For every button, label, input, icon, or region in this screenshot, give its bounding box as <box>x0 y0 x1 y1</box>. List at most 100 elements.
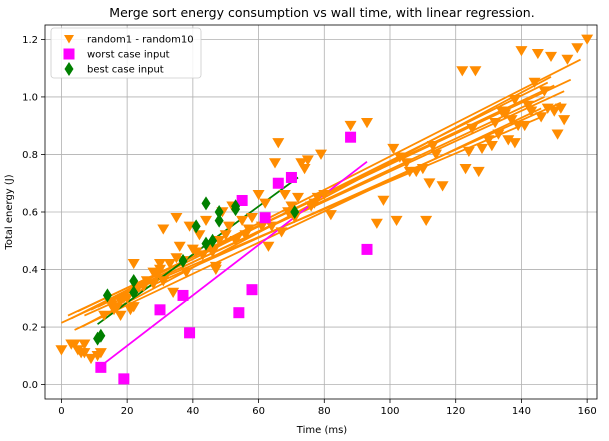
random-point <box>127 258 140 270</box>
random-point <box>538 86 551 97</box>
random-point <box>229 235 242 247</box>
random-point <box>262 241 275 252</box>
best-case-point <box>231 202 241 217</box>
x-tick-label: 120 <box>446 406 465 417</box>
random-point <box>525 106 538 117</box>
random-point <box>295 158 308 169</box>
random-point <box>275 227 288 238</box>
random-point <box>301 155 314 166</box>
random-point <box>515 46 528 57</box>
random-point <box>469 66 482 77</box>
random-point <box>492 129 505 140</box>
random-point <box>209 264 222 275</box>
y-tick-label: 1.2 <box>22 35 38 46</box>
random-point <box>163 258 176 270</box>
random-point <box>213 235 226 247</box>
random-point <box>190 247 203 258</box>
random-point <box>505 115 518 126</box>
random-point <box>508 138 521 149</box>
x-tick-label: 140 <box>512 406 531 417</box>
random-point <box>121 293 134 304</box>
random-point <box>571 43 584 54</box>
y-axis-label: Total energy (J) <box>4 174 15 250</box>
random-point <box>462 146 475 157</box>
worst-case-point <box>118 373 130 385</box>
x-tick-label: 20 <box>121 406 134 417</box>
random-point <box>370 218 383 229</box>
worst-case-point <box>272 177 284 189</box>
legend: random1 - random10 worst case input best c… <box>50 27 202 79</box>
random-point <box>311 192 324 204</box>
best-case-point <box>201 196 211 211</box>
worst-case-point <box>95 361 107 373</box>
random-point <box>508 95 521 106</box>
legend-box <box>50 27 202 79</box>
x-tick-label: 40 <box>186 406 199 417</box>
random-point <box>436 181 449 192</box>
random-point <box>482 135 495 146</box>
random-point <box>522 100 534 111</box>
random-point <box>361 118 373 129</box>
random-point <box>518 120 531 132</box>
random-point <box>531 48 544 60</box>
random-point <box>170 253 183 264</box>
legend-label: best case input <box>87 65 164 76</box>
y-tick-label: 0.4 <box>22 265 38 276</box>
y-tick-label: 0.0 <box>22 380 38 391</box>
best-case-point <box>129 274 139 289</box>
random-point <box>167 287 180 298</box>
random-point <box>554 103 567 114</box>
worst-case-point <box>177 289 189 301</box>
random-point <box>78 339 91 350</box>
random-point <box>154 264 166 275</box>
random-point <box>272 138 285 149</box>
random-point <box>489 118 502 129</box>
random-point <box>223 221 235 232</box>
random-point <box>545 51 557 63</box>
random-point <box>558 115 571 126</box>
best-case-point <box>201 236 211 251</box>
random-point <box>157 224 170 235</box>
random-point <box>535 112 548 123</box>
worst-case-point <box>236 194 248 206</box>
random-point <box>548 106 561 117</box>
y-tick-label: 0.6 <box>22 208 38 219</box>
worst-case-point <box>345 131 357 143</box>
random-point <box>78 348 91 359</box>
random-point <box>466 123 479 134</box>
legend-marker <box>64 62 74 76</box>
random-point <box>502 135 515 146</box>
random-point <box>127 302 140 313</box>
random-point <box>252 189 265 201</box>
random-point <box>147 279 160 290</box>
random-point <box>170 212 183 224</box>
x-tick-label: 160 <box>578 406 597 417</box>
x-axis-ticks: 0 20 40 60 80 100 120 140 160 <box>58 399 597 417</box>
chart-title: Merge sort energy consumption vs wall ti… <box>109 5 534 20</box>
random-point <box>242 224 255 235</box>
x-tick-label: 100 <box>380 406 399 417</box>
legend-marker <box>64 35 74 44</box>
random-point <box>140 276 153 287</box>
random-point <box>292 192 304 204</box>
best-case-point <box>102 288 112 303</box>
random-point <box>206 247 219 258</box>
best-case-point <box>214 213 224 228</box>
random-point <box>278 189 291 201</box>
regression-line <box>97 96 545 308</box>
random-point <box>315 149 327 160</box>
best-case-point <box>191 219 201 234</box>
legend-marker <box>63 48 75 60</box>
best-case-point <box>96 328 106 343</box>
random-point <box>400 158 413 169</box>
worst-case-point <box>233 307 245 319</box>
random-point <box>456 66 469 77</box>
random-point <box>459 164 472 175</box>
y-tick-label: 1.0 <box>22 92 38 103</box>
random-point <box>393 152 406 163</box>
best-case-point <box>214 205 224 219</box>
random-point <box>561 54 574 65</box>
random-point <box>551 129 564 140</box>
random-point <box>68 339 81 350</box>
